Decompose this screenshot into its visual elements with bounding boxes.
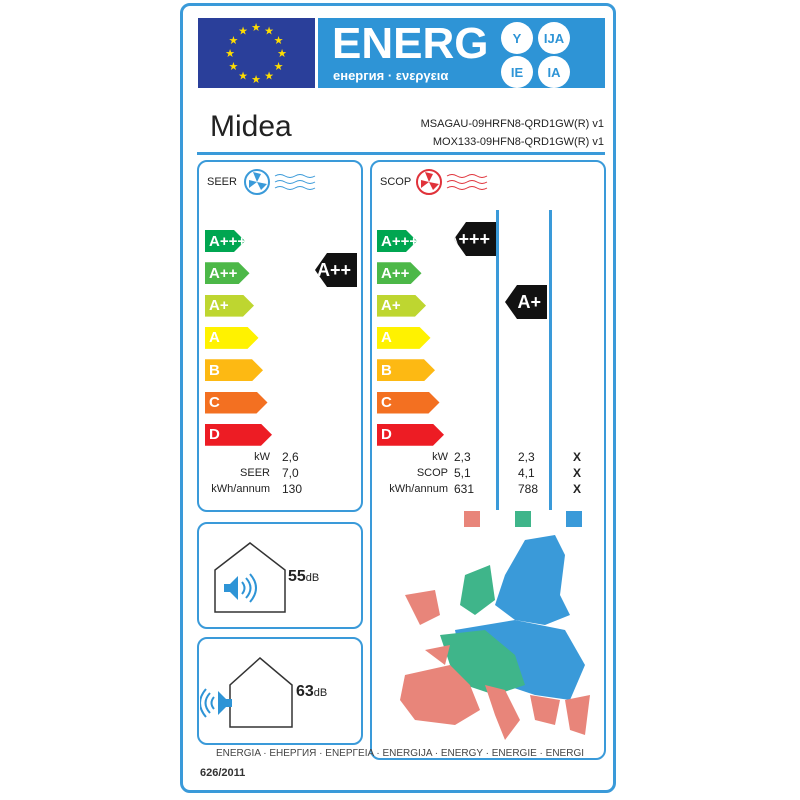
star-icon: ★ bbox=[251, 74, 261, 86]
star-icon: ★ bbox=[277, 48, 287, 60]
spec-value: 130 bbox=[282, 482, 303, 496]
cooling-class-bar: A bbox=[205, 327, 259, 349]
colder-value: X bbox=[573, 482, 582, 496]
heating-class-bar: A+ bbox=[377, 295, 426, 317]
column-divider bbox=[496, 210, 499, 510]
spec-label: kWh/annum bbox=[389, 483, 448, 495]
colder-zone-swatch bbox=[566, 511, 582, 527]
footer-languages: ENERGIA · ЕНЕРГИЯ · ΕΝΕΡΓΕΙΑ · ENERGIJA … bbox=[216, 748, 584, 759]
heating-class-bar: A++ bbox=[377, 262, 422, 284]
europe-climate-map bbox=[400, 535, 590, 740]
heating-fan-icon bbox=[416, 169, 488, 195]
suffix-ie: IE bbox=[501, 56, 533, 88]
regulation-number: 626/2011 bbox=[200, 767, 246, 779]
spec-label: kW bbox=[432, 451, 448, 463]
spec-value: 7,0 bbox=[282, 466, 299, 480]
star-icon: ★ bbox=[274, 61, 284, 73]
suffix-ia: IA bbox=[538, 56, 570, 88]
star-icon: ★ bbox=[229, 61, 239, 73]
star-icon: ★ bbox=[238, 25, 248, 37]
cooling-class-bar: D bbox=[205, 424, 272, 446]
suffix-ija: IJA bbox=[538, 22, 570, 54]
indoor-noise-panel bbox=[197, 522, 363, 629]
energy-subtitle: енергия · ενεργεια bbox=[333, 68, 449, 83]
eu-flag: ★ ★ ★ ★ ★ ★ ★ ★ ★ ★ ★ ★ bbox=[198, 18, 315, 88]
heating-class-bar: D bbox=[377, 424, 444, 446]
heating-class-bar: A+++ bbox=[377, 230, 417, 252]
average-value: 2,3 bbox=[518, 450, 535, 464]
indoor-model: MSAGAU-09HRFN8-QRD1GW(R) v1 bbox=[420, 118, 604, 130]
outdoor-noise-panel bbox=[197, 637, 363, 745]
warmer-zone-swatch bbox=[464, 511, 480, 527]
star-icon: ★ bbox=[274, 35, 284, 47]
star-icon: ★ bbox=[225, 48, 235, 60]
noise-unit: dB bbox=[305, 572, 320, 584]
spec-label: kW bbox=[254, 451, 270, 463]
suffix-y: Y bbox=[501, 22, 533, 54]
divider bbox=[197, 152, 605, 155]
star-icon: ★ bbox=[251, 22, 261, 34]
cooling-specs: kW 2,6 SEER 7,0 kWh/annum 130 bbox=[200, 449, 302, 497]
label-frame bbox=[180, 3, 616, 793]
star-icon: ★ bbox=[264, 71, 274, 83]
warmer-value: 5,1 bbox=[454, 466, 471, 480]
spec-value: 2,6 bbox=[282, 450, 299, 464]
average-value: 4,1 bbox=[518, 466, 535, 480]
colder-value: X bbox=[573, 466, 582, 480]
cooling-fan-icon bbox=[244, 169, 316, 195]
outdoor-noise-number: 63 bbox=[296, 683, 314, 700]
outdoor-model: MOX133-09HFN8-QRD1GW(R) v1 bbox=[432, 136, 604, 148]
energy-title: ENERG bbox=[332, 19, 489, 68]
outdoor-speaker-house-icon bbox=[200, 657, 293, 728]
cooling-class-bar: C bbox=[205, 392, 268, 414]
noise-unit: dB bbox=[313, 687, 328, 699]
spec-label: kWh/annum bbox=[211, 483, 270, 495]
cooling-panel bbox=[197, 160, 363, 512]
seer-title: SEER bbox=[207, 176, 237, 188]
average-value: 788 bbox=[518, 482, 539, 496]
indoor-noise-value: 55dB bbox=[288, 567, 319, 588]
colder-value: X bbox=[573, 450, 582, 464]
heating-class-bar: B bbox=[377, 359, 435, 381]
cooling-class-bar: A+ bbox=[205, 295, 254, 317]
heating-specs: kW 2,3 2,3 X SCOP 5,1 4,1 X kWh/annum 631 788 X bbox=[378, 449, 581, 497]
spec-label: SEER bbox=[240, 467, 270, 479]
cooling-class-bar: B bbox=[205, 359, 263, 381]
cooling-class-bar: A+++ bbox=[205, 230, 245, 252]
indoor-noise-number: 55 bbox=[288, 568, 306, 585]
spec-label: SCOP bbox=[416, 467, 448, 479]
star-icon: ★ bbox=[264, 25, 274, 37]
scop-title: SCOP bbox=[380, 176, 412, 188]
star-icon: ★ bbox=[238, 71, 248, 83]
heating-panel bbox=[370, 160, 606, 760]
indoor-speaker-house-icon bbox=[214, 542, 286, 613]
warmer-value: 2,3 bbox=[454, 450, 471, 464]
warmer-value: 631 bbox=[454, 482, 475, 496]
eu-stars-icon: ★★★★★★★★★ ★ ★★ bbox=[225, 22, 287, 86]
brand-logo: Midea bbox=[210, 110, 292, 143]
star-icon: ★ bbox=[229, 35, 239, 47]
heating-warmer-class-indicator: A+++ bbox=[454, 222, 496, 256]
average-zone-swatch bbox=[515, 511, 531, 527]
outdoor-noise-value: 63dB bbox=[296, 682, 327, 703]
cooling-class-bar: A++ bbox=[205, 262, 250, 284]
heating-class-bar: C bbox=[377, 392, 440, 414]
column-divider bbox=[549, 210, 552, 510]
heating-class-bar: A bbox=[377, 327, 431, 349]
